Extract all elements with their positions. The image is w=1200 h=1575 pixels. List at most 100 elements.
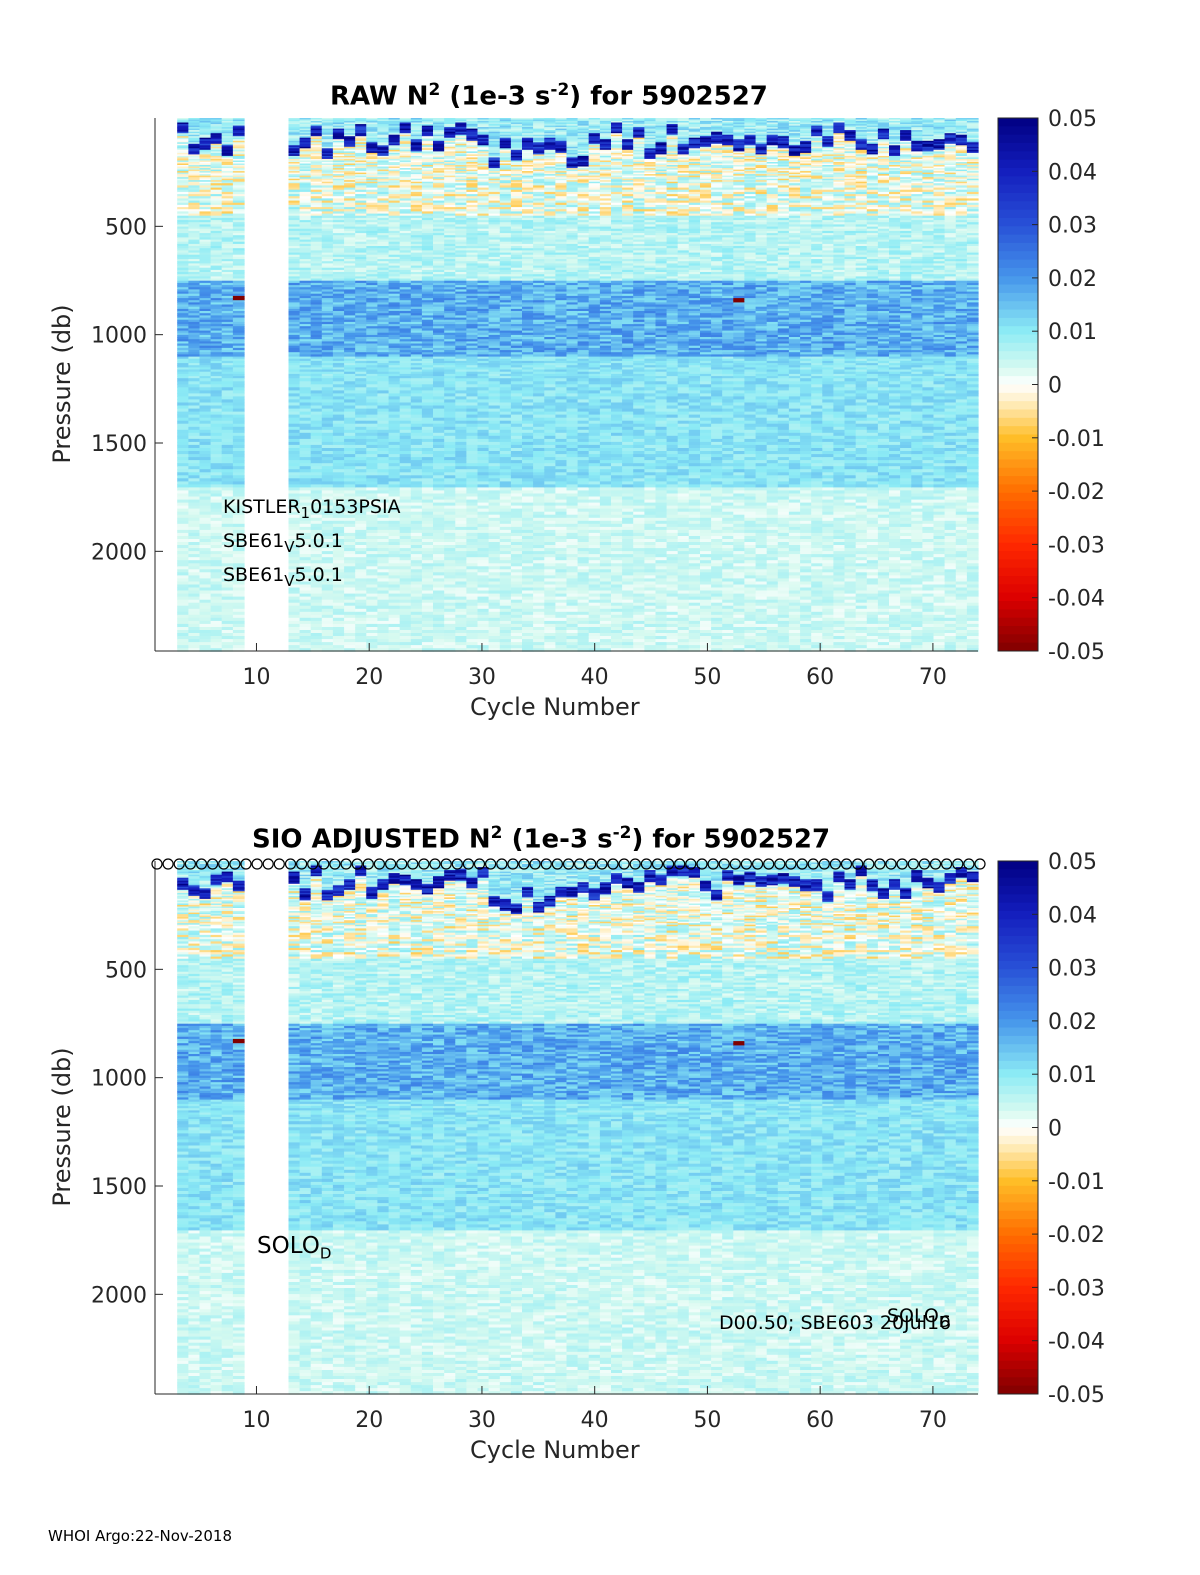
heatmap-cell bbox=[366, 444, 378, 449]
heatmap-cell bbox=[366, 172, 378, 175]
heatmap-cell bbox=[399, 300, 412, 303]
heatmap-cell bbox=[399, 256, 412, 260]
heatmap-cell bbox=[388, 239, 401, 243]
heatmap-cell bbox=[421, 460, 434, 464]
heatmap-cell bbox=[321, 402, 334, 407]
heatmap-cell bbox=[232, 620, 245, 625]
heatmap-cell bbox=[310, 623, 323, 628]
heatmap-cell bbox=[433, 572, 445, 576]
heatmap-cell bbox=[288, 399, 301, 403]
heatmap-cell bbox=[232, 502, 245, 507]
heatmap-cell bbox=[388, 157, 401, 160]
heatmap-cell bbox=[199, 134, 212, 137]
heatmap-cell bbox=[332, 204, 345, 208]
heatmap-cell bbox=[410, 411, 423, 416]
heatmap-cell bbox=[388, 352, 401, 355]
heatmap-cell bbox=[221, 215, 234, 219]
heatmap-cell bbox=[421, 137, 434, 140]
heatmap-cell bbox=[221, 560, 234, 564]
heatmap-cell bbox=[188, 259, 201, 262]
heatmap-cell bbox=[388, 209, 401, 212]
heatmap-cell bbox=[288, 633, 301, 637]
heatmap-cell bbox=[177, 324, 189, 327]
heatmap-cell bbox=[421, 217, 434, 221]
heatmap-cell bbox=[310, 608, 323, 613]
heatmap-cell bbox=[355, 298, 367, 301]
heatmap-cell bbox=[410, 243, 423, 247]
heatmap-cell bbox=[388, 304, 401, 308]
heatmap-cell bbox=[232, 448, 245, 452]
heatmap-cell bbox=[410, 352, 423, 355]
heatmap-cell bbox=[321, 381, 334, 385]
heatmap-cell bbox=[344, 493, 356, 498]
heatmap-cell bbox=[299, 194, 312, 197]
heatmap-cell bbox=[355, 360, 367, 364]
heatmap-cell bbox=[177, 575, 189, 579]
heatmap-cell bbox=[410, 228, 423, 232]
heatmap-cell bbox=[310, 548, 323, 552]
heatmap-cell bbox=[399, 162, 412, 165]
heatmap-cell bbox=[332, 151, 345, 154]
heatmap-cell bbox=[410, 261, 423, 264]
heatmap-cell bbox=[455, 435, 467, 440]
heatmap-cell bbox=[177, 460, 189, 464]
heatmap-cell bbox=[399, 354, 412, 358]
heatmap-cell bbox=[210, 590, 223, 595]
heatmap-cell bbox=[388, 532, 401, 537]
heatmap-cell bbox=[388, 396, 401, 400]
heatmap-cell bbox=[221, 444, 234, 449]
heatmap-cell bbox=[388, 548, 401, 552]
heatmap-cell bbox=[355, 183, 367, 186]
heatmap-cell bbox=[210, 478, 223, 482]
heatmap-cell bbox=[410, 235, 423, 238]
heatmap-cell bbox=[321, 200, 334, 204]
heatmap-cell bbox=[299, 426, 312, 431]
heatmap-cell bbox=[388, 633, 401, 637]
heatmap-cell bbox=[344, 523, 356, 528]
heatmap-cell bbox=[388, 627, 401, 631]
heatmap-cell bbox=[310, 252, 323, 256]
heatmap-cell bbox=[188, 134, 201, 137]
heatmap-cell bbox=[332, 272, 345, 275]
heatmap-cell bbox=[377, 569, 390, 573]
heatmap-cell bbox=[232, 148, 245, 151]
heatmap-cell bbox=[199, 263, 212, 267]
heatmap-cell bbox=[399, 125, 412, 128]
heatmap-cell bbox=[388, 347, 401, 351]
heatmap-cell bbox=[355, 608, 367, 613]
heatmap-cell bbox=[299, 593, 312, 598]
heatmap-cell bbox=[288, 215, 301, 219]
heatmap-cell bbox=[355, 261, 367, 264]
heatmap-cell bbox=[399, 542, 412, 546]
heatmap-cell bbox=[344, 267, 356, 271]
heatmap-cell bbox=[310, 339, 323, 342]
heatmap-cell bbox=[410, 554, 423, 558]
heatmap-cell bbox=[388, 285, 401, 288]
heatmap-cell bbox=[210, 149, 223, 152]
heatmap-cell bbox=[232, 328, 245, 332]
heatmap-cell bbox=[332, 282, 345, 286]
heatmap-cell bbox=[199, 291, 212, 295]
heatmap-cell bbox=[388, 584, 401, 589]
heatmap-cell bbox=[388, 321, 401, 325]
heatmap-cell bbox=[177, 469, 189, 473]
heatmap-cell bbox=[399, 248, 412, 251]
heatmap-cell bbox=[355, 127, 367, 130]
heatmap-cell bbox=[310, 593, 323, 598]
heatmap-cell bbox=[299, 207, 312, 210]
heatmap-cell bbox=[288, 402, 301, 407]
heatmap-cell bbox=[299, 172, 312, 175]
heatmap-cell bbox=[232, 267, 245, 271]
heatmap-cell bbox=[332, 217, 345, 221]
heatmap-cell bbox=[299, 347, 312, 351]
heatmap-cell bbox=[199, 300, 212, 303]
heatmap-cell bbox=[310, 317, 323, 321]
heatmap-cell bbox=[344, 466, 356, 470]
heatmap-cell bbox=[299, 584, 312, 589]
heatmap-cell bbox=[310, 481, 323, 485]
heatmap-cell bbox=[377, 648, 390, 652]
heatmap-cell bbox=[332, 343, 345, 347]
heatmap-cell bbox=[188, 350, 201, 353]
heatmap-cell bbox=[388, 636, 401, 640]
heatmap-cell bbox=[388, 154, 401, 157]
